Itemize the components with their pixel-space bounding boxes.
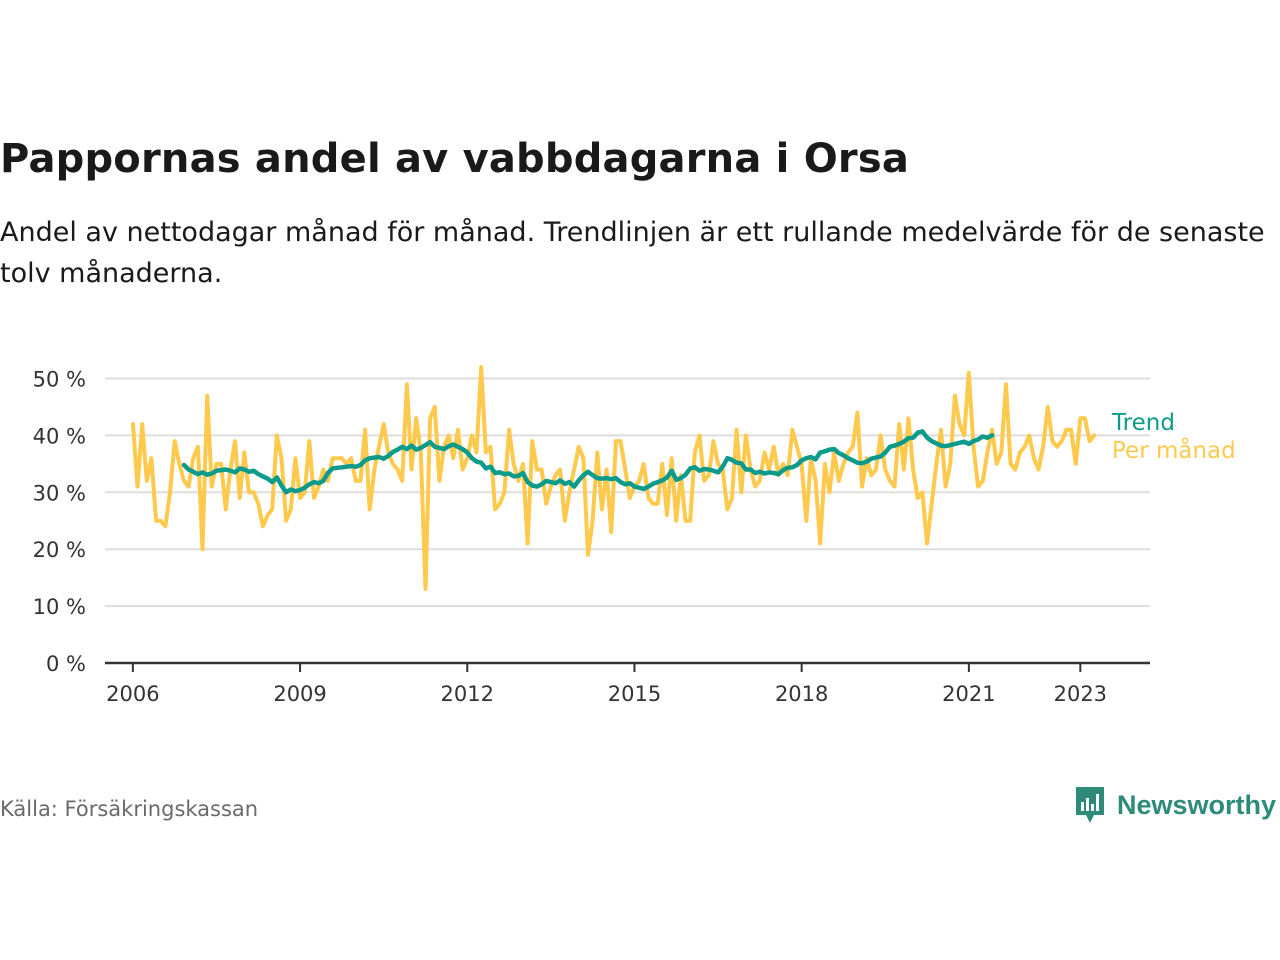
x-tick-label: 2015	[608, 682, 661, 706]
y-tick-label: 50 %	[33, 368, 86, 392]
x-tick-label: 2012	[441, 682, 494, 706]
series-line-monthly	[130, 365, 1097, 591]
newsworthy-logo-icon	[1075, 787, 1104, 823]
y-axis: 0 % 10 % 20 % 30 % 40 % 50 %	[33, 368, 86, 677]
x-tick-label: 2023	[1054, 682, 1107, 706]
x-tick-label: 2006	[106, 682, 159, 706]
y-tick-label: 40 %	[33, 424, 86, 448]
line-chart: 0 % 10 % 20 % 30 % 40 % 50 % 2006 2009 2012 2015…	[33, 365, 1236, 706]
x-axis: 2006 2009 2012 2015 2018 2021 2023	[105, 661, 1150, 706]
series	[130, 365, 1097, 591]
legend-trend: Trend	[1111, 410, 1175, 436]
brand-logo: Newsworthy	[1073, 784, 1276, 826]
legend-per-manad: Per månad	[1112, 436, 1236, 464]
x-tick-label: 2009	[273, 682, 326, 706]
y-tick-label: 10 %	[33, 595, 86, 619]
chart-title: Pappornas andel av vabbdagarna i Orsa	[0, 136, 910, 182]
y-tick-label: 30 %	[33, 481, 86, 505]
series-line-trend	[181, 429, 995, 495]
y-tick-label: 20 %	[33, 538, 86, 562]
x-tick-label: 2021	[942, 682, 995, 706]
x-tick-label: 2018	[775, 682, 828, 706]
source-note: Källa: Försäkringskassan	[0, 797, 259, 821]
brand-name: Newsworthy	[1116, 789, 1276, 820]
y-tick-label: 0 %	[46, 652, 86, 676]
chart-subtitle: Andel av nettodagar månad för månad. Tre…	[0, 217, 1265, 289]
